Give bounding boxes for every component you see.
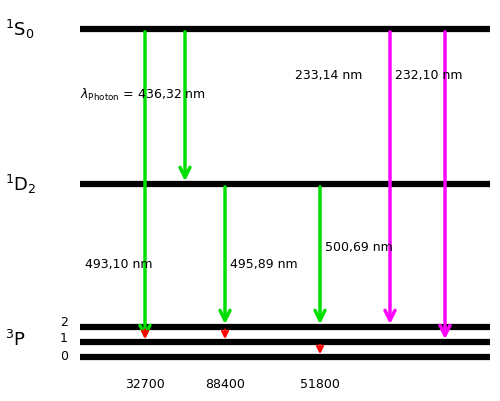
Text: $^1$D$_2$: $^1$D$_2$ xyxy=(5,172,36,196)
Text: $^1$S$_0$: $^1$S$_0$ xyxy=(5,18,34,41)
Text: 232,10 nm: 232,10 nm xyxy=(395,68,462,81)
Text: $^3$P: $^3$P xyxy=(5,329,26,349)
Text: 2: 2 xyxy=(60,316,68,329)
Text: 495,89 nm: 495,89 nm xyxy=(230,258,298,271)
Text: 500,69 nm: 500,69 nm xyxy=(325,241,393,254)
Text: 32700: 32700 xyxy=(125,377,165,390)
Text: 1: 1 xyxy=(60,332,68,344)
Text: 88400: 88400 xyxy=(205,377,245,390)
Text: 233,14 nm: 233,14 nm xyxy=(295,68,362,81)
Text: $\lambda_{\rm Photon}$ = 436,32 nm: $\lambda_{\rm Photon}$ = 436,32 nm xyxy=(80,87,206,103)
Text: 493,10 nm: 493,10 nm xyxy=(85,258,152,271)
Text: 51800: 51800 xyxy=(300,377,340,390)
Text: 0: 0 xyxy=(60,350,68,363)
